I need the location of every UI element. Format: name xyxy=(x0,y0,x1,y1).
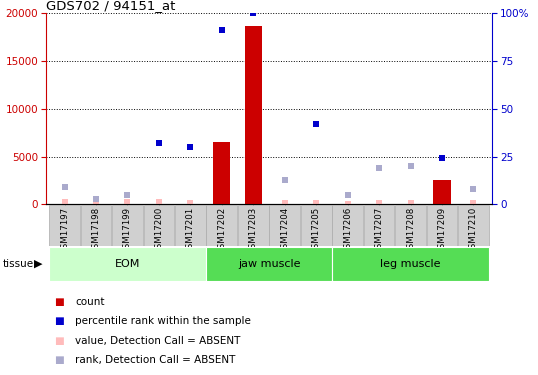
Text: leg muscle: leg muscle xyxy=(380,259,441,269)
Bar xyxy=(395,205,426,246)
Text: GSM17204: GSM17204 xyxy=(280,207,289,254)
Text: GSM17205: GSM17205 xyxy=(312,207,321,254)
Text: tissue: tissue xyxy=(3,259,34,269)
Text: ▶: ▶ xyxy=(34,259,43,269)
Text: GSM17201: GSM17201 xyxy=(186,207,195,254)
Bar xyxy=(49,205,80,246)
Text: GSM17199: GSM17199 xyxy=(123,207,132,254)
Text: GSM17200: GSM17200 xyxy=(154,207,164,254)
Bar xyxy=(245,26,262,204)
Bar xyxy=(207,205,237,246)
Bar xyxy=(213,142,230,204)
Text: GSM17202: GSM17202 xyxy=(217,207,226,254)
Text: ■: ■ xyxy=(54,336,63,346)
Text: GSM17209: GSM17209 xyxy=(437,207,447,254)
Bar xyxy=(427,205,457,246)
Text: jaw muscle: jaw muscle xyxy=(238,259,300,269)
Bar xyxy=(270,205,300,246)
Bar xyxy=(144,205,174,246)
Text: GSM17203: GSM17203 xyxy=(249,207,258,254)
Text: EOM: EOM xyxy=(115,259,140,269)
Bar xyxy=(49,247,206,280)
Text: GSM17208: GSM17208 xyxy=(406,207,415,254)
Bar xyxy=(301,205,331,246)
Text: ■: ■ xyxy=(54,297,63,307)
Bar xyxy=(332,247,489,280)
Bar xyxy=(112,205,143,246)
Text: ■: ■ xyxy=(54,316,63,326)
Text: GSM17207: GSM17207 xyxy=(374,207,384,254)
Text: count: count xyxy=(75,297,105,307)
Text: GSM17206: GSM17206 xyxy=(343,207,352,254)
Text: GSM17198: GSM17198 xyxy=(91,207,101,254)
Text: GDS702 / 94151_at: GDS702 / 94151_at xyxy=(46,0,175,12)
Text: GSM17197: GSM17197 xyxy=(60,207,69,254)
Bar xyxy=(175,205,206,246)
Text: GSM17210: GSM17210 xyxy=(469,207,478,254)
Bar xyxy=(458,205,489,246)
Bar xyxy=(207,247,331,280)
Bar xyxy=(433,180,451,204)
Text: ■: ■ xyxy=(54,356,63,365)
Bar xyxy=(238,205,268,246)
Bar xyxy=(364,205,394,246)
Bar xyxy=(332,205,363,246)
Bar xyxy=(81,205,111,246)
Text: percentile rank within the sample: percentile rank within the sample xyxy=(75,316,251,326)
Text: rank, Detection Call = ABSENT: rank, Detection Call = ABSENT xyxy=(75,356,236,365)
Text: value, Detection Call = ABSENT: value, Detection Call = ABSENT xyxy=(75,336,240,346)
